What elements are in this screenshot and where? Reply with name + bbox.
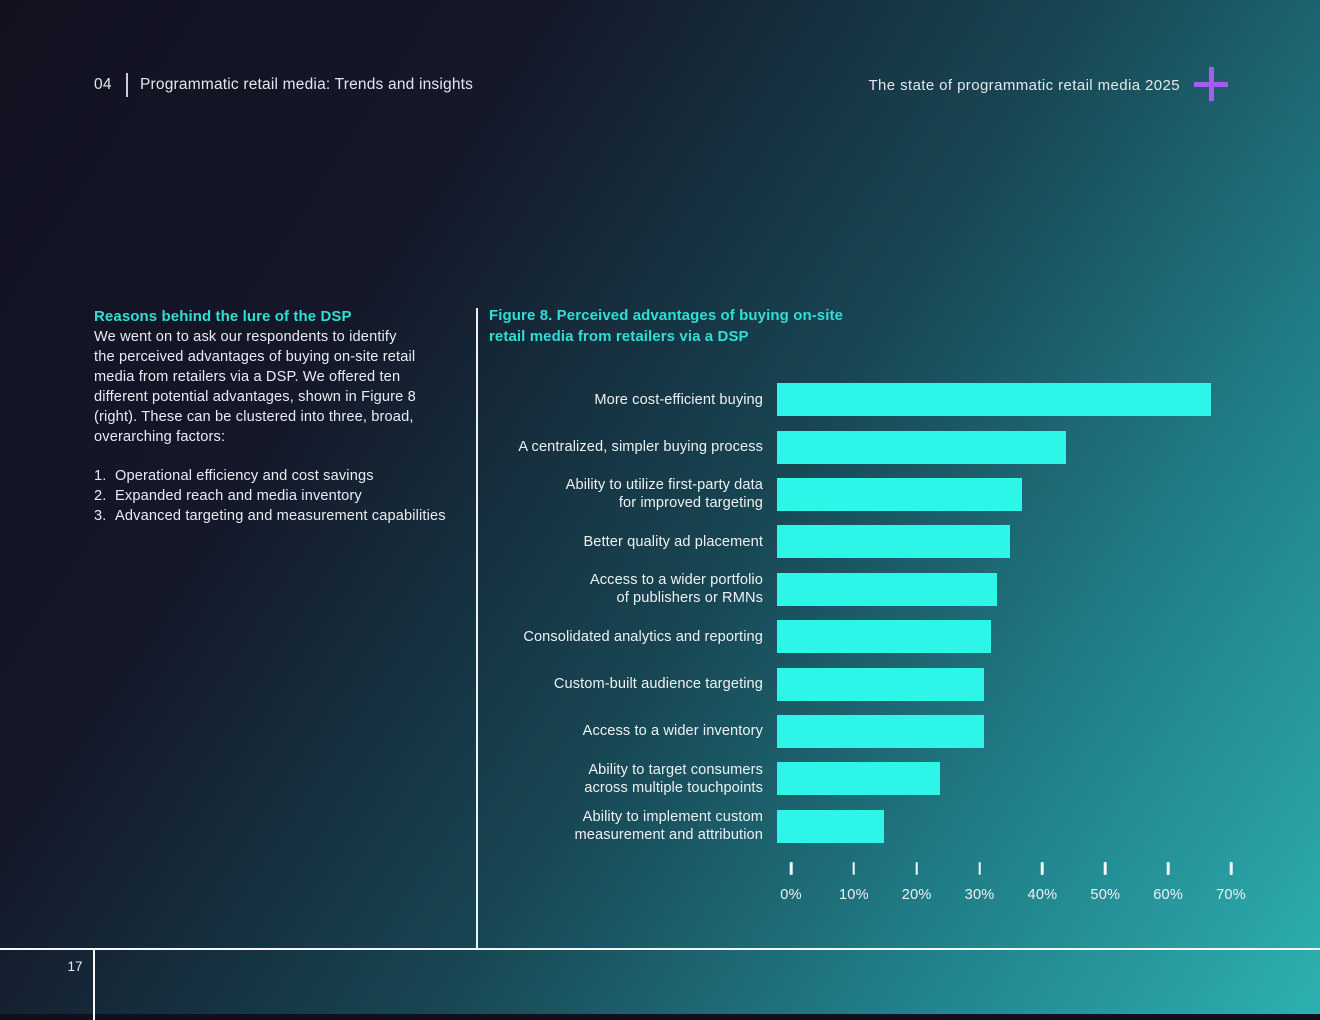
factor-list: 1. Operational efficiency and cost saving… [94,466,486,526]
axis-tick-label: 0% [780,887,802,903]
bar-track [777,620,1217,654]
bar-label: Custom-built audience targeting [553,676,763,693]
chart-row: Access to a wider portfolio of publisher… [489,566,1234,613]
left-text-column: Reasons behind the lure of the DSP We we… [94,307,486,526]
axis-tick [852,862,856,875]
axis-tick [789,862,793,875]
bar [777,572,997,606]
chart-row: A centralized, simpler buying process [489,423,1234,470]
plus-icon [1194,67,1228,101]
bar-track [777,430,1217,464]
factor-list-text: Advanced targeting and measurement capab… [115,508,446,524]
axis-tick-label: 30% [964,887,995,903]
bottom-edge [0,1014,1320,1020]
axis-tick-label: 10% [838,887,869,903]
axis-tick-label: 60% [1153,887,1184,903]
chart-row: Ability to utilize first-party data for … [489,471,1234,518]
axis-tick [1229,862,1233,875]
bar-track [777,667,1217,701]
axis-tick [978,862,981,875]
bar [777,477,1023,511]
figure-title: Figure 8. Perceived advantages of buying… [489,307,844,345]
factor-list-text: Expanded reach and media inventory [115,488,362,504]
bar [777,430,1067,464]
bar-track [777,572,1217,606]
factor-list-item: 2. Expanded reach and media inventory [94,486,486,506]
bar-label: Access to a wider inventory [582,723,763,740]
bar-label: Better quality ad placement [583,533,763,550]
chart-row: Ability to implement custom measurement … [489,803,1234,850]
chart-row: Access to a wider inventory [489,708,1234,755]
bar-track [777,714,1217,748]
footer-rule [0,948,1320,950]
header-separator [126,73,128,97]
bar-track [777,477,1217,511]
bar-label: Access to a wider portfolio of publisher… [589,572,763,607]
chapter-number: 04 [94,76,112,93]
axis-tick [1041,862,1044,875]
axis-tick [915,862,918,875]
factor-list-item: 3. Advanced targeting and measurement cap… [94,506,486,526]
bar-label: Ability to utilize first-party data for … [565,477,763,512]
chart-row: Better quality ad placement [489,518,1234,565]
bar-label: A centralized, simpler buying process [518,439,763,456]
factor-list-number: 3. [94,508,107,524]
bar [777,620,991,654]
bar-track [777,525,1217,559]
factor-list-number: 1. [94,468,107,484]
bar [777,525,1010,559]
bar [777,383,1211,417]
report-title: The state of programmatic retail media 2… [868,77,1180,94]
bar [777,714,985,748]
factor-list-number: 2. [94,488,107,504]
chart-row: Ability to target consumers across multi… [489,755,1234,802]
bar [777,762,941,796]
bar-label: Ability to implement custom measurement … [574,809,763,844]
factor-list-item: 1. Operational efficiency and cost saving… [94,466,486,486]
axis-tick-label: 70% [1216,887,1246,903]
page-number: 17 [67,959,83,974]
chart-row: More cost-efficient buying [489,376,1234,423]
bar-label: Consolidated analytics and reporting [523,628,763,645]
x-axis: 0% 10% 20% 30% 40% 50% 60% 70% [780,862,1246,907]
axis-tick [1103,862,1107,875]
bar-track [777,809,1217,843]
section-heading: Reasons behind the lure of the DSP [94,308,352,325]
bar-chart: More cost-efficient buying A centralized,… [489,376,1234,850]
bar-track [777,383,1217,417]
axis-tick [1166,862,1170,875]
axis-tick-label: 20% [901,887,932,903]
bar-label: Ability to target consumers across multi… [584,761,763,796]
chart-row: Consolidated analytics and reporting [489,613,1234,660]
bar [777,667,985,701]
bar-label: More cost-efficient buying [594,391,763,408]
footer-divider [93,948,95,1020]
axis-tick-label: 50% [1090,887,1121,903]
bar [777,809,884,843]
factor-list-text: Operational efficiency and cost savings [115,468,374,484]
chapter-title: Programmatic retail media: Trends and in… [140,76,474,93]
section-paragraph: We went on to ask our respondents to ide… [94,329,416,445]
chart-row: Custom-built audience targeting [489,660,1234,707]
axis-tick-label: 40% [1027,887,1058,903]
plus-icon-vertical-bar [1209,67,1214,101]
column-divider [476,308,478,948]
bar-track [777,762,1217,796]
